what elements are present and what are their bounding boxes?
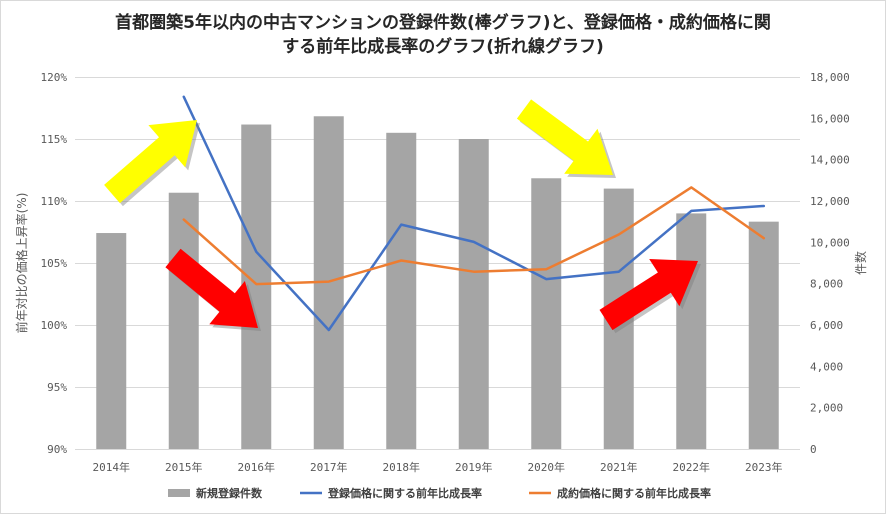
x-tick-label: 2016年 [238, 460, 276, 474]
right-tick-label: 18,000 [810, 71, 850, 84]
left-tick-label: 100% [41, 319, 68, 332]
yellow-arrow-down-right-icon [516, 99, 616, 178]
x-tick-label: 2023年 [745, 460, 783, 474]
legend-label: 新規登録件数 [196, 486, 263, 500]
right-tick-label: 0 [810, 443, 817, 456]
x-tick-label: 2017年 [310, 460, 348, 474]
bar-2 [168, 192, 199, 449]
right-tick-label: 10,000 [810, 236, 850, 249]
line-series [182, 95, 766, 332]
left-tick-label: 120% [41, 71, 68, 84]
left-axis-title: 前年対比の価格上昇率(%) [14, 193, 29, 334]
x-tick-label: 2021年 [600, 460, 638, 474]
arrow-shape [104, 120, 197, 204]
bar-7 [531, 178, 562, 449]
right-tick-label: 2,000 [810, 402, 843, 415]
right-tick-label: 16,000 [810, 112, 850, 125]
x-tick-label: 2014年 [93, 460, 131, 474]
x-axis-tick-labels: 2014年 2015年 2016年 2017年 2018年 2019年 2020年 2021年… [93, 460, 783, 474]
arrow-shape [165, 248, 258, 328]
right-tick-label: 6,000 [810, 319, 843, 332]
bar-series [96, 116, 779, 450]
arrow-shape [599, 259, 698, 331]
x-tick-label: 2018年 [383, 460, 421, 474]
series-line-2 [182, 186, 766, 286]
chart-title-line-2: する前年比成長率のグラフ(折れ線グラフ) [282, 36, 604, 57]
x-tick-label: 2020年 [528, 460, 566, 474]
legend-item-1: 登録価格に関する前年比成長率 [300, 486, 482, 500]
bar-6 [458, 139, 489, 449]
bar-10 [748, 221, 779, 449]
legend-item-0: 新規登録件数 [168, 486, 263, 500]
right-tick-label: 12,000 [810, 195, 850, 208]
arrow-shape [516, 99, 613, 175]
legend-item-2: 成約価格に関する前年比成長率 [529, 486, 711, 500]
left-tick-label: 110% [41, 195, 68, 208]
left-tick-label: 105% [41, 257, 68, 270]
legend-label: 登録価格に関する前年比成長率 [327, 486, 482, 500]
bar-1 [96, 233, 127, 449]
left-tick-label: 90% [47, 443, 67, 456]
bar-5 [386, 132, 417, 450]
red-arrow-down-right-icon [165, 248, 261, 331]
right-axis-tick-labels: 0 2,000 4,000 6,000 8,000 10,000 12,000 14,000 1… [810, 71, 850, 456]
left-tick-label: 95% [47, 381, 67, 394]
x-tick-label: 2015年 [165, 460, 203, 474]
left-tick-label: 115% [41, 133, 68, 146]
annotation-arrows [104, 99, 701, 334]
series-line-1 [182, 95, 766, 332]
chart-title-line-1: 首都圏築5年以内の中古マンションの登録件数(棒グラフ)と、登録価格・成約価格に関 [115, 12, 771, 33]
left-axis-tick-labels: 90% 95% 100% 105% 110% 115% 120% [41, 71, 68, 456]
red-arrow-up-right-icon [599, 259, 701, 334]
legend-label: 成約価格に関する前年比成長率 [557, 486, 711, 500]
yellow-arrow-up-right-icon [104, 120, 200, 207]
legend-marker [168, 489, 190, 497]
right-axis-title: 件数 [853, 251, 868, 275]
x-tick-label: 2019年 [455, 460, 493, 474]
legend: 新規登録件数 登録価格に関する前年比成長率 成約価格に関する前年比成長率 [168, 486, 711, 500]
right-tick-label: 14,000 [810, 154, 850, 167]
right-tick-label: 8,000 [810, 278, 843, 291]
right-tick-label: 4,000 [810, 360, 843, 373]
bar-9 [676, 213, 707, 449]
x-tick-label: 2022年 [673, 460, 711, 474]
